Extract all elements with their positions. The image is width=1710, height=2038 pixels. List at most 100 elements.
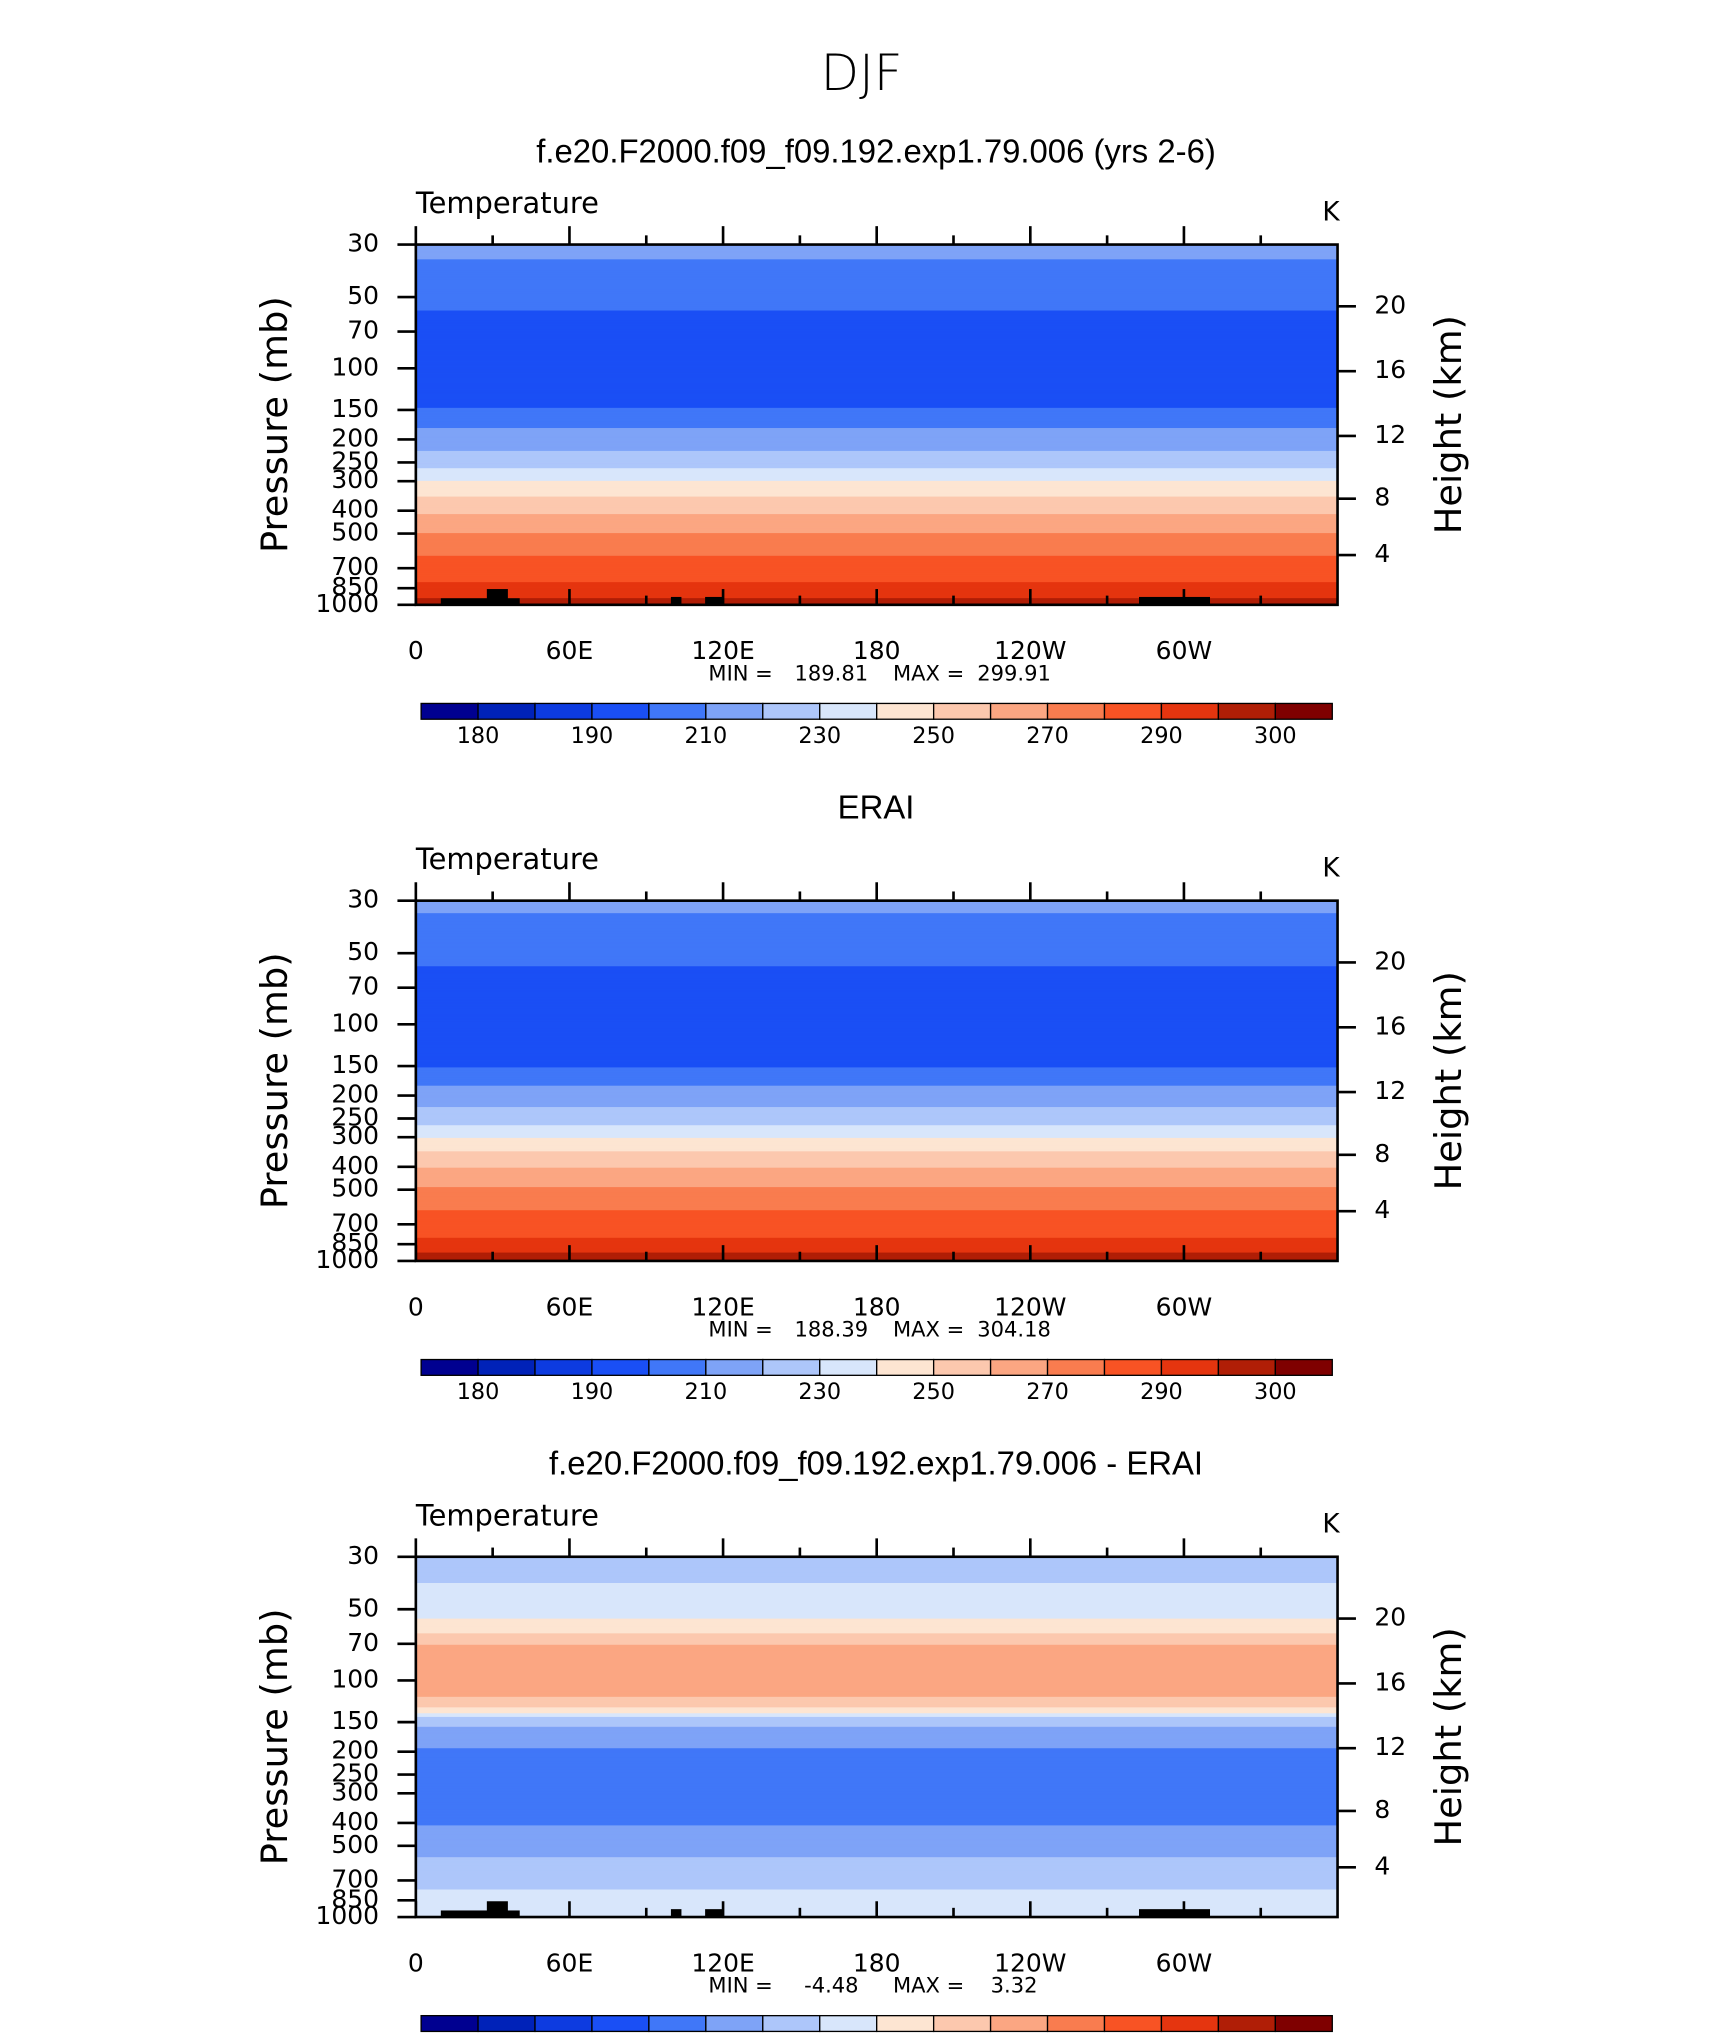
contour-band [415,1605,1338,1609]
contour-band [415,1061,1338,1064]
contour-band [415,272,1338,274]
contour-band [415,1848,1338,1851]
contour-band [415,548,1338,550]
contour-band [415,304,1338,308]
contour-band [415,1791,1338,1795]
contour-band [415,555,1338,558]
contour-band [415,256,1338,259]
left-label: Temperature [415,1498,599,1532]
contour-band [415,1753,1338,1756]
contour-band [415,348,1338,351]
contour-band [415,270,1338,272]
y-axis-label: Pressure (mb) [253,1609,296,1866]
contour-band [415,277,1338,281]
contour-band [415,1834,1338,1836]
contour-band [415,384,1338,387]
contour-band [415,1734,1338,1737]
contour-band [415,383,1338,386]
contour-band [415,1771,1338,1774]
y-tick-label: 700 [331,1864,379,1893]
contour-band [415,271,1338,273]
x-tick-label: 60E [546,1292,594,1321]
y2-tick-label: 8 [1374,483,1390,512]
contour-band [415,933,1338,937]
contour-band [415,1593,1338,1597]
contour-band [415,261,1338,264]
contour-band [415,559,1338,562]
x-tick-label: 180 [853,1948,901,1977]
contour-band [415,1214,1338,1217]
contour-band [415,258,1338,261]
contour-band [415,1570,1338,1574]
contour-field [415,1556,1338,1918]
contour-band [415,1661,1338,1664]
contour-band [415,279,1338,283]
contour-band [415,1039,1338,1042]
contour-band [415,247,1338,250]
y-tick-label: 500 [331,518,379,547]
contour-band [415,940,1338,944]
contour-band [415,1893,1338,1896]
colorbar-box [591,702,650,720]
contour-band [415,983,1338,986]
contour-band [415,1208,1338,1211]
contour-band [415,1815,1338,1818]
contour-band [415,972,1338,975]
contour-band [415,1011,1338,1014]
colorbar-box [932,1358,992,1376]
contour-band [415,932,1338,935]
colorbar-label: 0 [870,2035,884,2038]
contour-band [415,274,1338,277]
contour-band [415,1798,1338,1801]
contour-band [415,915,1338,919]
contour-band [415,1892,1338,1895]
contour-band [415,975,1338,978]
contour-band [415,957,1338,960]
contour-band [415,549,1338,551]
colorbar-box [420,702,479,720]
contour-band [415,1766,1338,1769]
contour-band [415,1864,1338,1867]
colorbar-label: 270 [1026,723,1069,749]
contour-band [415,936,1338,939]
y2-tick-label: 12 [1374,1076,1406,1105]
y2-tick-label: 4 [1374,1195,1390,1224]
contour-band [415,398,1338,401]
contour-band [415,1865,1338,1868]
y-tick-label: 1000 [315,1245,379,1274]
contour-band [415,967,1338,970]
contour-band [415,1590,1338,1593]
x-tick-label: 60E [546,1948,594,1977]
contour-band [415,1836,1338,1839]
contour-band [415,951,1338,954]
colorbar-box [648,1358,707,1376]
contour-band [415,566,1338,569]
contour-band [415,1885,1338,1887]
colorbar-box [1160,1358,1220,1376]
y-tick-label: 500 [331,1830,379,1859]
contour-band [415,1217,1338,1220]
contour-band [415,1883,1338,1886]
contour-band [415,1861,1338,1864]
contour-band [415,372,1338,375]
contour-band [415,1035,1338,1038]
contour-band [415,1219,1338,1222]
colorbar-box [420,1358,479,1376]
colorbar-box [876,702,935,720]
min-value: -4.48 [804,1973,858,1998]
contour-band [415,1008,1338,1011]
colorbar-box [989,2014,1049,2033]
contour-band [415,1859,1338,1862]
contour-band [415,1890,1338,1893]
topography [670,596,682,605]
contour-band [415,1604,1338,1607]
colorbar-label: -3 [695,2035,717,2038]
contour-band [415,1057,1338,1060]
y2-tick-label: 4 [1374,539,1390,568]
contour-band [415,1823,1338,1826]
colorbar-label: 2 [983,2035,997,2038]
contour-band [415,1677,1338,1680]
contour-band [415,1218,1338,1221]
contour-band [415,1754,1338,1757]
